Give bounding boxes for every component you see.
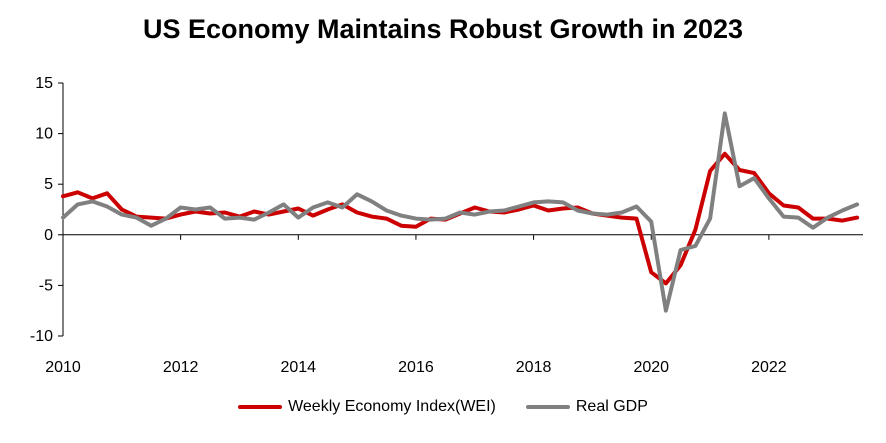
legend-swatch-wei	[238, 405, 283, 409]
x-tick-label: 2020	[633, 359, 669, 376]
legend-item-wei: Weekly Economy Index(WEI)	[238, 398, 496, 416]
x-tick-label: 2022	[751, 359, 787, 376]
legend-label-gdp: Real GDP	[575, 398, 648, 415]
legend: Weekly Economy Index(WEI) Real GDP	[0, 398, 886, 416]
plot-area	[61, 111, 860, 313]
x-tick-label: 2010	[45, 359, 81, 376]
axes: -10 -5 0 5 10 15 2010 2012 2014 2016 2018 2020 2022	[30, 75, 863, 376]
y-tick-label: 15	[35, 75, 53, 92]
x-tick-label: 2014	[280, 359, 316, 376]
series-line-real-gdp	[61, 111, 860, 313]
y-tick-label: -10	[30, 328, 53, 345]
x-tick-label: 2012	[163, 359, 199, 376]
y-tick-label: 0	[44, 227, 53, 244]
legend-label-wei: Weekly Economy Index(WEI)	[288, 398, 496, 415]
x-tick-label: 2016	[398, 359, 434, 376]
legend-swatch-gdp	[525, 405, 570, 409]
x-tick-label: 2018	[516, 359, 552, 376]
legend-item-gdp: Real GDP	[525, 398, 648, 416]
y-tick-label: 5	[44, 176, 53, 193]
y-tick-label: -5	[39, 277, 53, 294]
y-tick-label: 10	[35, 126, 53, 143]
chart-title: US Economy Maintains Robust Growth in 20…	[142, 14, 744, 44]
